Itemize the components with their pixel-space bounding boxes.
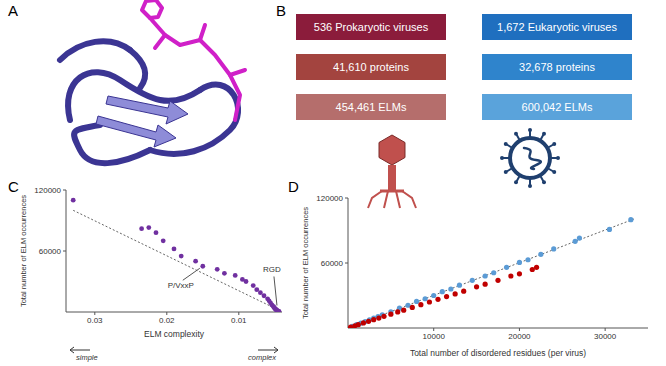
svg-text:30000: 30000 — [594, 332, 617, 341]
svg-text:RGD: RGD — [263, 265, 281, 274]
svg-text:120000: 120000 — [34, 186, 61, 195]
svg-text:20000: 20000 — [508, 332, 531, 341]
html-text:600,042 ELMs: 600,042 ELMs — [521, 101, 593, 113]
svg-text:Total number of disordered res: Total number of disordered residues (per… — [410, 348, 586, 358]
html-text:A: A — [8, 2, 18, 19]
svg-text:0.01: 0.01 — [231, 316, 247, 325]
svg-text:P/VxxP: P/VxxP — [168, 281, 194, 290]
svg-text:0.03: 0.03 — [87, 316, 103, 325]
svg-text:simple: simple — [76, 353, 98, 362]
html-text:D: D — [288, 178, 299, 195]
svg-text:60000: 60000 — [321, 259, 344, 268]
svg-text:complex: complex — [248, 353, 276, 362]
svg-text:120000: 120000 — [316, 194, 343, 203]
svg-text:60000: 60000 — [39, 247, 62, 256]
html-text:1,672 Eukaryotic viruses: 1,672 Eukaryotic viruses — [497, 21, 617, 33]
svg-text:Total number of ELM occurrence: Total number of ELM occurrences — [19, 195, 28, 307]
html-text:ELM complexity: ELM complexity — [144, 329, 204, 339]
html-text:41,610 proteins: 41,610 proteins — [333, 61, 409, 73]
svg-text:10000: 10000 — [423, 332, 446, 341]
svg-text:Total number of ELM occurrence: Total number of ELM occurrences — [301, 207, 310, 319]
html-text:32,678 proteins: 32,678 proteins — [519, 61, 595, 73]
svg-text:0.02: 0.02 — [159, 316, 175, 325]
html-text:536 Prokaryotic viruses: 536 Prokaryotic viruses — [313, 21, 429, 33]
html-text:C: C — [8, 178, 19, 195]
html-text:B: B — [276, 2, 286, 19]
html-text:454,461 ELMs: 454,461 ELMs — [335, 101, 407, 113]
